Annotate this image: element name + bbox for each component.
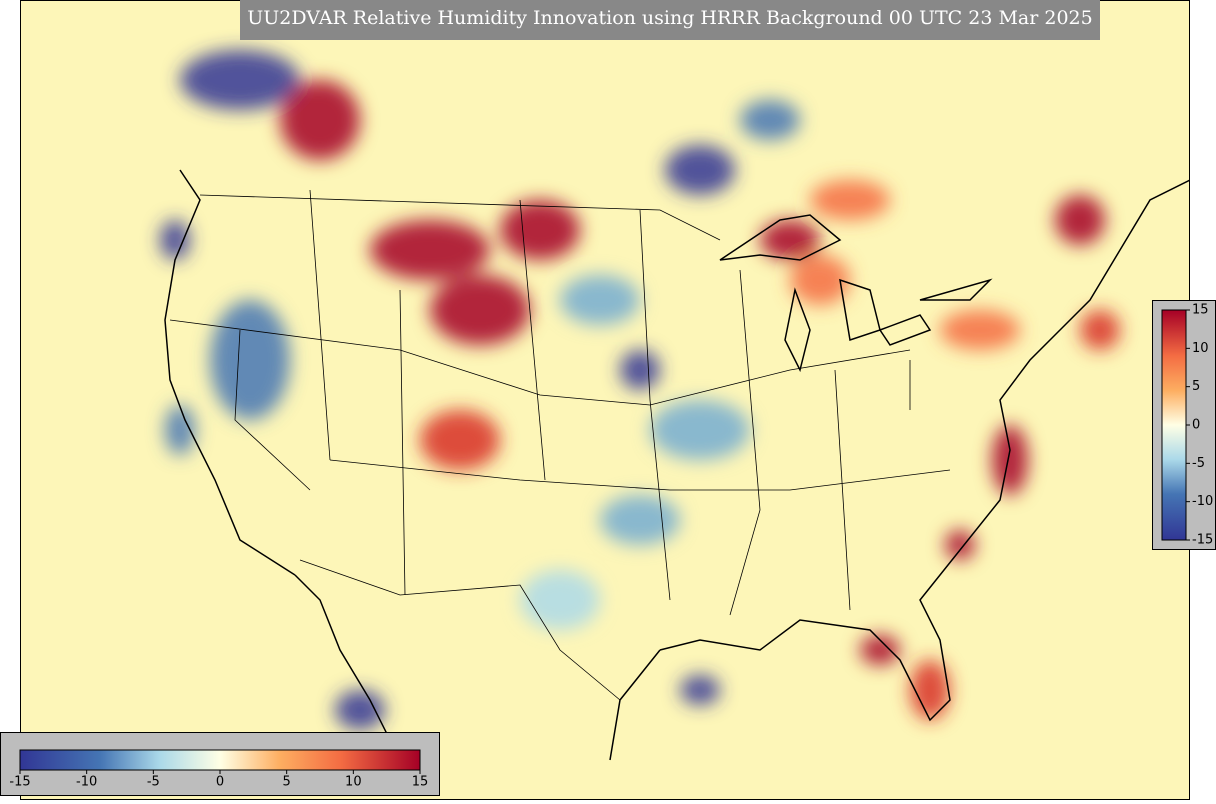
state-lines <box>169 189 951 701</box>
colorbar <box>1161 309 1187 541</box>
west-coast <box>164 169 296 576</box>
lake-superior <box>719 214 842 261</box>
humidity-blob <box>740 100 800 140</box>
humidity-blob <box>680 675 720 705</box>
colorbar-tick-label: -10 <box>1192 494 1213 509</box>
colorbar-tick-label: 0 <box>216 775 224 790</box>
colorbar-tick-label: 0 <box>1192 418 1200 433</box>
humidity-blob <box>992 425 1028 495</box>
colorbar-tick-label: 10 <box>1192 341 1209 356</box>
title: UU2DVAR Relative Humidity Innovation usi… <box>247 7 1092 29</box>
humidity-blob <box>860 635 900 665</box>
colorbar-tick-label: -15 <box>9 775 30 790</box>
humidity-blob <box>810 180 890 220</box>
humidity-blob <box>940 310 1020 350</box>
humidity-blob <box>520 570 600 630</box>
colorbar-tick-label: 10 <box>345 775 362 790</box>
great-lakes <box>784 278 993 373</box>
humidity-blob <box>165 405 195 455</box>
colorbar-tick-label: -5 <box>147 775 160 790</box>
colorbar <box>19 749 421 771</box>
humidity-blob <box>430 275 530 345</box>
colorbar-tick-label: 5 <box>283 775 291 790</box>
east-coast <box>659 179 1190 722</box>
humidity-blob <box>620 350 660 390</box>
humidity-blob <box>665 145 735 195</box>
humidity-field <box>160 50 1120 730</box>
map <box>20 0 1190 800</box>
humidity-blob <box>650 400 750 460</box>
colorbar-tick-label: -15 <box>1192 533 1213 548</box>
humidity-blob <box>280 80 360 160</box>
title-box <box>240 0 1100 40</box>
colorbar-tick-label: -5 <box>1192 456 1205 471</box>
humidity-blob <box>370 220 490 280</box>
colorbar-tick-label: 5 <box>1192 379 1200 394</box>
humidity-blob <box>910 660 950 720</box>
mexico-coast <box>294 574 401 761</box>
humidity-blob <box>760 220 820 260</box>
humidity-blob <box>600 495 680 545</box>
humidity-blob <box>335 690 385 730</box>
humidity-blob <box>500 200 580 260</box>
boundaries <box>164 169 1190 761</box>
map-background <box>20 0 1190 800</box>
humidity-blob <box>160 220 190 260</box>
humidity-blob <box>945 530 975 560</box>
humidity-blob <box>420 410 500 470</box>
humidity-blob <box>180 50 300 110</box>
humidity-blob <box>210 300 290 420</box>
humidity-blob <box>1055 195 1105 245</box>
colorbar-tick-label: 15 <box>1192 303 1209 318</box>
colorbar-tick-label: -10 <box>76 775 97 790</box>
humidity-blob <box>1080 310 1120 350</box>
colorbar-tick-label: 15 <box>412 775 429 790</box>
humidity-blob <box>790 255 850 305</box>
humidity-blob <box>560 275 640 325</box>
